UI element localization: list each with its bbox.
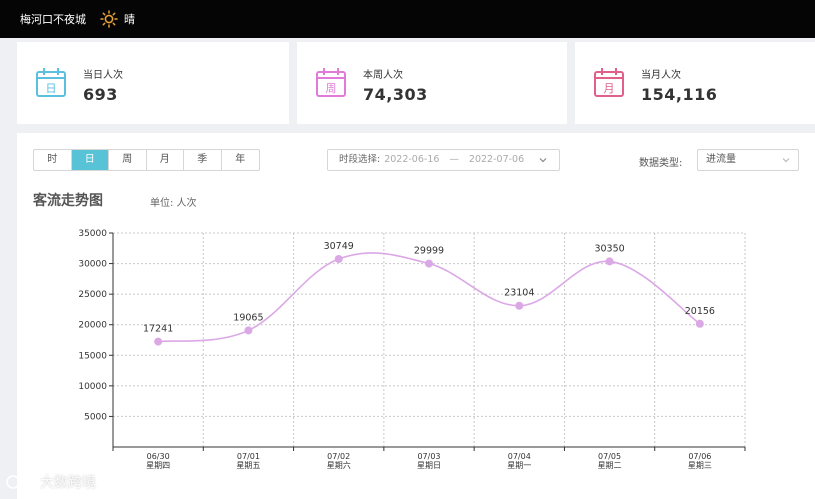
data-type-value: 进流量 [706,154,736,165]
date-range-picker[interactable]: 时段选择: 2022-06-16 — 2022-07-06 [327,149,560,171]
y-tick-label: 35000 [78,229,107,239]
x-tick-weekday: 星期一 [507,461,531,470]
watermark: 大数跨境 [6,472,96,492]
stat-label: 本周人次 [363,70,403,81]
y-tick-label: 5000 [84,412,107,422]
granularity-week[interactable]: 周 [109,150,147,170]
data-type-select[interactable]: 进流量 [697,149,799,171]
calendar-month-icon: 月 [594,68,624,97]
chart-unit: 单位: 人次 [150,198,197,209]
calendar-week-icon: 周 [316,68,346,97]
x-tick-label: 07/02 [327,452,350,461]
svg-text:日: 日 [46,82,57,95]
stat-card-day: 日 当日人次 693 [17,42,289,124]
x-tick-label: 06/30 [147,452,170,461]
data-point [515,301,524,310]
x-tick-label: 07/03 [417,452,440,461]
data-point [605,257,614,266]
stat-value: 154,116 [641,85,718,104]
watermark-logo-icon [6,475,36,489]
stat-label: 当月人次 [641,70,681,81]
x-tick-label: 07/04 [508,452,531,461]
calendar-day-icon: 日 [36,68,66,97]
stat-card-month: 月 当月人次 154,116 [575,42,815,124]
y-tick-label: 15000 [78,351,107,361]
svg-text:周: 周 [326,82,337,95]
x-tick-weekday: 星期二 [598,461,622,470]
data-point [334,254,343,263]
chart-title: 客流走势图 [33,193,103,209]
data-point [154,337,163,346]
y-tick-label: 10000 [78,382,107,392]
granularity-month[interactable]: 月 [147,150,184,170]
data-label: 30350 [594,243,624,254]
x-tick-weekday: 星期四 [146,461,170,470]
chevron-down-icon [539,158,547,163]
watermark-text: 大数跨境 [40,475,96,491]
x-tick-weekday: 星期日 [417,461,441,470]
range-end-date[interactable]: 2022-07-06 [468,154,525,165]
data-label: 17241 [143,324,173,335]
granularity-quarter[interactable]: 季 [184,150,222,170]
data-label: 30749 [324,241,354,252]
traffic-panel: 时 日 周 月 季 年 时段选择: 2022-06-16 — 2022-07-0… [17,133,815,499]
granularity-selector: 时 日 周 月 季 年 [33,149,260,171]
stat-value: 693 [83,85,118,104]
data-type-label: 数据类型: [639,158,683,169]
weather-text: 晴 [124,13,135,26]
date-range-label: 时段选择: [339,154,381,165]
x-tick-weekday: 星期三 [688,461,712,470]
x-tick-label: 07/05 [598,452,621,461]
stat-label: 当日人次 [83,70,123,81]
y-tick-label: 20000 [78,321,107,331]
svg-text:月: 月 [604,82,615,95]
data-label: 19065 [233,312,263,323]
chevron-down-icon [782,158,790,163]
data-label: 23104 [504,288,534,299]
y-tick-label: 30000 [78,260,107,270]
range-separator: — [449,154,459,165]
stat-value: 74,303 [363,85,428,104]
range-start-date[interactable]: 2022-06-16 [384,154,440,165]
granularity-day[interactable]: 日 [71,150,109,170]
x-tick-weekday: 星期六 [327,460,351,470]
venue-name: 梅河口不夜城 [20,13,86,26]
top-bar: 梅河口不夜城 晴 [0,0,815,38]
traffic-line-chart: 500010000150002000025000300003500006/30星… [78,229,746,470]
data-label: 29999 [414,246,444,257]
sun-icon [100,10,118,28]
data-label: 20156 [685,306,715,317]
x-tick-label: 07/01 [237,452,260,461]
data-point [695,319,704,328]
x-tick-weekday: 星期五 [236,461,260,470]
granularity-year[interactable]: 年 [235,154,246,165]
data-point [425,259,433,268]
x-tick-label: 07/06 [688,452,711,461]
y-tick-label: 25000 [78,290,107,300]
stat-card-week: 周 本周人次 74,303 [297,42,567,124]
granularity-hour[interactable]: 时 [34,150,72,170]
data-point [244,326,253,335]
